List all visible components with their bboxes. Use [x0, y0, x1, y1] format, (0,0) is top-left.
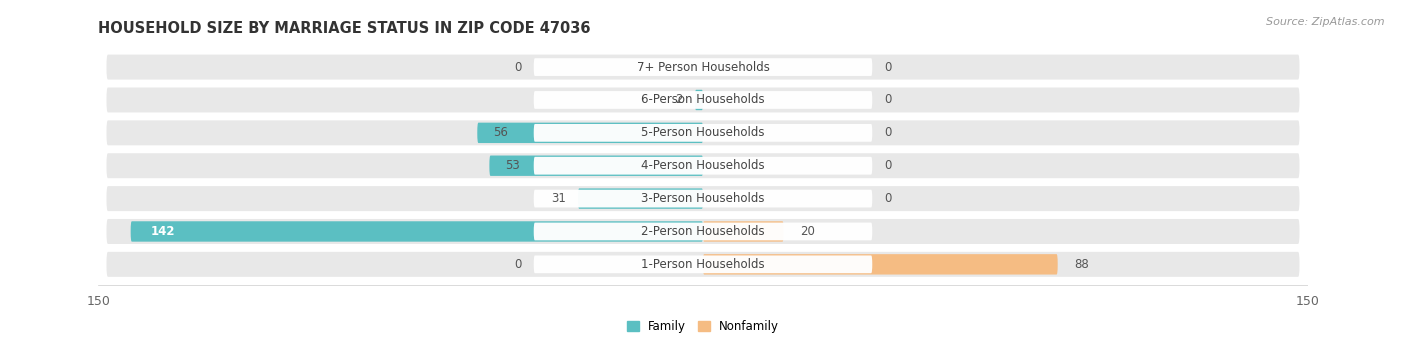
Text: 3-Person Households: 3-Person Households — [641, 192, 765, 205]
FancyBboxPatch shape — [107, 120, 1299, 145]
FancyBboxPatch shape — [534, 91, 872, 109]
Text: 56: 56 — [494, 126, 509, 139]
Text: 2: 2 — [675, 94, 683, 106]
FancyBboxPatch shape — [703, 254, 1057, 274]
Text: 53: 53 — [506, 159, 520, 172]
FancyBboxPatch shape — [131, 221, 703, 242]
Text: 7+ Person Households: 7+ Person Households — [637, 61, 769, 73]
Text: 0: 0 — [515, 258, 522, 271]
FancyBboxPatch shape — [107, 87, 1299, 113]
Text: 0: 0 — [884, 94, 891, 106]
Text: 2-Person Households: 2-Person Households — [641, 225, 765, 238]
FancyBboxPatch shape — [534, 58, 872, 76]
FancyBboxPatch shape — [695, 90, 703, 110]
FancyBboxPatch shape — [534, 157, 872, 175]
FancyBboxPatch shape — [107, 219, 1299, 244]
FancyBboxPatch shape — [703, 221, 783, 242]
Text: 88: 88 — [1074, 258, 1088, 271]
Legend: Family, Nonfamily: Family, Nonfamily — [621, 315, 785, 338]
Text: 0: 0 — [515, 61, 522, 73]
FancyBboxPatch shape — [107, 186, 1299, 211]
FancyBboxPatch shape — [534, 223, 872, 240]
FancyBboxPatch shape — [534, 124, 872, 142]
Text: HOUSEHOLD SIZE BY MARRIAGE STATUS IN ZIP CODE 47036: HOUSEHOLD SIZE BY MARRIAGE STATUS IN ZIP… — [98, 21, 591, 36]
Text: 5-Person Households: 5-Person Households — [641, 126, 765, 139]
FancyBboxPatch shape — [489, 155, 703, 176]
Text: 1-Person Households: 1-Person Households — [641, 258, 765, 271]
FancyBboxPatch shape — [477, 123, 703, 143]
Text: 0: 0 — [884, 159, 891, 172]
Text: Source: ZipAtlas.com: Source: ZipAtlas.com — [1267, 17, 1385, 27]
Text: 0: 0 — [884, 126, 891, 139]
FancyBboxPatch shape — [534, 190, 872, 207]
Text: 0: 0 — [884, 61, 891, 73]
Text: 20: 20 — [800, 225, 814, 238]
FancyBboxPatch shape — [578, 188, 703, 209]
Text: 31: 31 — [551, 192, 567, 205]
Text: 6-Person Households: 6-Person Households — [641, 94, 765, 106]
FancyBboxPatch shape — [534, 255, 872, 273]
FancyBboxPatch shape — [107, 55, 1299, 80]
Text: 0: 0 — [884, 192, 891, 205]
FancyBboxPatch shape — [107, 153, 1299, 178]
Text: 142: 142 — [150, 225, 176, 238]
Text: 4-Person Households: 4-Person Households — [641, 159, 765, 172]
FancyBboxPatch shape — [107, 252, 1299, 277]
